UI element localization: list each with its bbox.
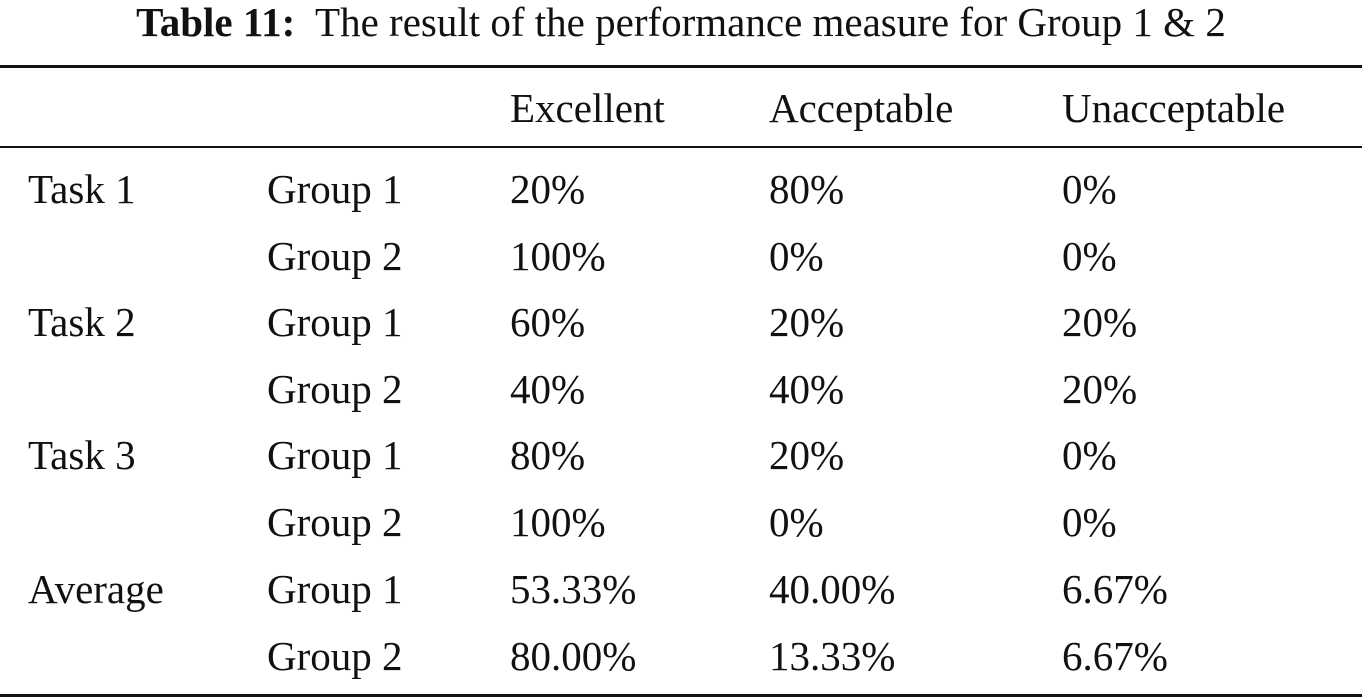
- acceptable-value: 80%: [769, 166, 845, 212]
- acceptable-value: 40%: [769, 366, 845, 412]
- table-caption-text: The result of the performance measure fo…: [315, 0, 1226, 45]
- table-caption-label: Table 11:: [136, 0, 296, 45]
- excellent-value: 80%: [510, 432, 586, 478]
- acceptable-value: 0%: [769, 233, 824, 279]
- group-label: Group 1: [267, 166, 403, 212]
- unacceptable-value: 20%: [1062, 366, 1138, 412]
- group-label: Group 2: [267, 233, 403, 279]
- table-top-rule: [0, 65, 1362, 68]
- header-unacceptable: Unacceptable: [1062, 85, 1286, 131]
- group-label: Group 1: [267, 432, 403, 478]
- unacceptable-value: 6.67%: [1062, 633, 1168, 679]
- group-label: Group 1: [267, 299, 403, 345]
- acceptable-value: 40.00%: [769, 566, 896, 612]
- unacceptable-value: 20%: [1062, 299, 1138, 345]
- task-label: Average: [28, 566, 164, 612]
- unacceptable-value: 6.67%: [1062, 566, 1168, 612]
- excellent-value: 20%: [510, 166, 586, 212]
- task-label: Task 2: [28, 299, 136, 345]
- table-header-rule: [0, 146, 1362, 148]
- acceptable-value: 0%: [769, 499, 824, 545]
- unacceptable-value: 0%: [1062, 233, 1117, 279]
- header-excellent: Excellent: [510, 85, 665, 131]
- group-label: Group 2: [267, 633, 403, 679]
- task-label: Task 1: [28, 166, 136, 212]
- unacceptable-value: 0%: [1062, 432, 1117, 478]
- table-bottom-rule: [0, 694, 1362, 697]
- unacceptable-value: 0%: [1062, 499, 1117, 545]
- group-label: Group 2: [267, 499, 403, 545]
- table-caption: Table 11: The result of the performance …: [0, 0, 1362, 56]
- acceptable-value: 20%: [769, 432, 845, 478]
- excellent-value: 53.33%: [510, 566, 637, 612]
- task-label: Task 3: [28, 432, 136, 478]
- unacceptable-value: 0%: [1062, 166, 1117, 212]
- excellent-value: 40%: [510, 366, 586, 412]
- excellent-value: 100%: [510, 499, 606, 545]
- group-label: Group 2: [267, 366, 403, 412]
- acceptable-value: 13.33%: [769, 633, 896, 679]
- group-label: Group 1: [267, 566, 403, 612]
- excellent-value: 100%: [510, 233, 606, 279]
- acceptable-value: 20%: [769, 299, 845, 345]
- excellent-value: 60%: [510, 299, 586, 345]
- header-acceptable: Acceptable: [769, 85, 954, 131]
- excellent-value: 80.00%: [510, 633, 637, 679]
